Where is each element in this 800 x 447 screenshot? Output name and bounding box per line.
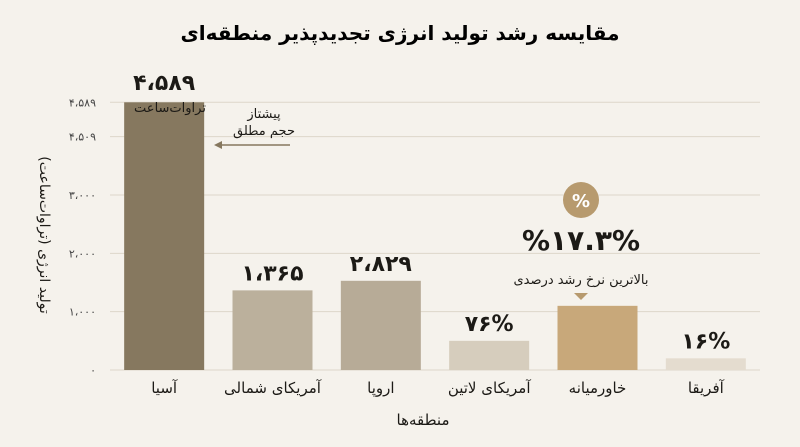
value-label: ۴،۵۸۹ xyxy=(133,71,195,96)
bar xyxy=(232,290,313,370)
percent-badge: % xyxy=(563,182,599,218)
bar xyxy=(665,358,746,370)
asia-note-line1: پیشتاز xyxy=(246,107,281,122)
value-labels: ۴،۵۸۹ ۱،۳۶۵ ۲،۸۲۹ ۷۶% ۱۶% xyxy=(133,71,730,354)
category-label: آمریکای شمالی xyxy=(224,379,322,397)
bar xyxy=(124,102,205,370)
category-labels: آسیا آمریکای شمالی اروپا آمریکای لاتین خاورم… xyxy=(151,379,724,398)
growth-note-pointer xyxy=(574,293,588,300)
bar xyxy=(557,305,638,370)
asia-unit-label: تراوات‌ساعت xyxy=(134,101,206,116)
value-label: ۷۶% xyxy=(465,312,514,337)
x-axis-label: منطقه‌ها xyxy=(397,411,450,429)
growth-rate-note: بالاترین نرخ رشد درصدی xyxy=(514,273,649,288)
y-tick-label: ۰ xyxy=(90,364,96,377)
category-label: آسیا xyxy=(151,379,178,397)
y-tick-label: ۴،۵۸۹ xyxy=(69,96,96,109)
y-tick-label: ۴،۵۰۹ xyxy=(69,131,96,144)
y-tick-label: ۲،۰۰۰ xyxy=(69,247,96,260)
value-label: ۱۶% xyxy=(681,329,730,354)
asia-note-arrow xyxy=(214,141,290,149)
y-axis-ticks: ۰ ۱،۰۰۰ ۲،۰۰۰ ۳،۰۰۰ ۴،۵۰۹ ۴،۵۸۹ xyxy=(69,96,96,377)
bar xyxy=(340,280,421,370)
category-label: آفریقا xyxy=(688,379,725,397)
category-label: خاورمیانه xyxy=(569,379,627,397)
percent-badge-text: % xyxy=(572,191,590,212)
value-label: ۱،۳۶۵ xyxy=(241,261,303,286)
y-axis-label: تولید انرژی (تراوات‌ساعت) xyxy=(36,156,52,314)
growth-rate-label: %۱۷.۳% xyxy=(522,224,640,257)
category-label: آمریکای لاتین xyxy=(448,379,532,397)
bars xyxy=(124,102,746,370)
y-tick-label: ۳،۰۰۰ xyxy=(69,189,96,202)
category-label: اروپا xyxy=(367,379,394,398)
asia-note-line2: حجم مطلق xyxy=(233,124,295,139)
y-tick-label: ۱،۰۰۰ xyxy=(69,306,96,319)
value-label: ۲،۸۲۹ xyxy=(350,252,412,277)
chart-title: مقایسه رشد تولید انرژی تجدیدپذیر منطقه‌ا… xyxy=(180,21,619,46)
grid-lines xyxy=(110,101,760,371)
bar xyxy=(449,340,530,370)
